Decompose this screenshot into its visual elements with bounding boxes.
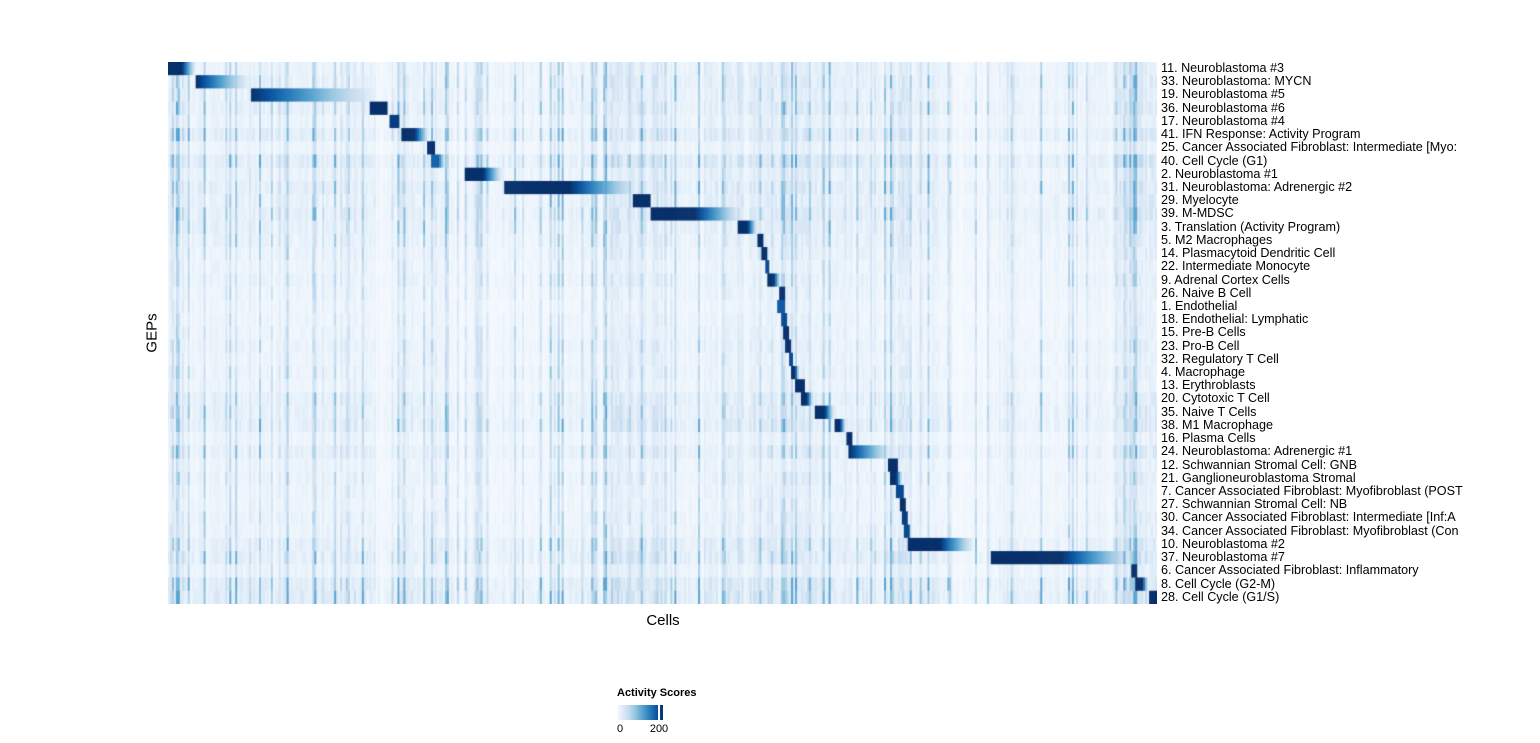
- legend-tick-min: 0: [616, 723, 624, 735]
- row-label: 30. Cancer Associated Fibroblast: Interm…: [1161, 510, 1456, 525]
- row-label: 16. Plasma Cells: [1161, 431, 1256, 446]
- row-label: 11. Neuroblastoma #3: [1161, 62, 1284, 75]
- row-label: 28. Cell Cycle (G1/S): [1161, 589, 1280, 604]
- row-label: 21. Ganglioneuroblastoma Stromal: [1161, 470, 1356, 485]
- row-label: 4. Macrophage: [1161, 365, 1246, 380]
- row-label: 26. Naive B Cell: [1161, 285, 1252, 300]
- row-label: 39. M-MDSC: [1161, 206, 1234, 221]
- legend-colorbar: [617, 705, 663, 720]
- row-label: 5. M2 Macrophages: [1161, 232, 1273, 247]
- row-label: 9. Adrenal Cortex Cells: [1161, 272, 1290, 287]
- row-label: 35. Naive T Cells: [1161, 404, 1257, 419]
- row-label: 25. Cancer Associated Fibroblast: Interm…: [1161, 140, 1458, 155]
- row-label: 12. Schwannian Stromal Cell: GNB: [1161, 457, 1357, 472]
- row-label: 13. Erythroblasts: [1161, 378, 1256, 393]
- legend-title: Activity Scores: [617, 687, 697, 699]
- x-axis-label: Cells: [646, 612, 680, 629]
- row-label: 19. Neuroblastoma #5: [1161, 87, 1285, 102]
- row-label: 2. Neuroblastoma #1: [1161, 166, 1278, 181]
- row-label: 23. Pro-B Cell: [1161, 338, 1240, 353]
- row-label: 8. Cell Cycle (G2-M): [1161, 576, 1276, 591]
- row-label: 3. Translation (Activity Program): [1161, 219, 1341, 234]
- row-label: 37. Neuroblastoma #7: [1161, 550, 1285, 565]
- row-label: 17. Neuroblastoma #4: [1161, 113, 1285, 128]
- row-label: 18. Endothelial: Lymphatic: [1161, 312, 1309, 327]
- row-label: 22. Intermediate Monocyte: [1161, 259, 1311, 274]
- row-label: 20. Cytotoxic T Cell: [1161, 391, 1270, 406]
- legend-tick-max: 200: [649, 723, 669, 735]
- row-label: 6. Cancer Associated Fibroblast: Inflamm…: [1161, 563, 1419, 578]
- legend: Activity Scores 0 200: [617, 687, 777, 743]
- row-label: 27. Schwannian Stromal Cell: NB: [1161, 497, 1348, 512]
- y-axis-label: GEPs: [143, 313, 161, 353]
- row-label: 7. Cancer Associated Fibroblast: Myofibr…: [1161, 484, 1463, 499]
- row-label: 40. Cell Cycle (G1): [1161, 153, 1268, 168]
- row-label: 32. Regulatory T Cell: [1161, 351, 1279, 366]
- row-label: 14. Plasmacytoid Dendritic Cell: [1161, 246, 1336, 261]
- row-label: 31. Neuroblastoma: Adrenergic #2: [1161, 179, 1353, 194]
- row-label: 29. Myelocyte: [1161, 193, 1239, 208]
- row-label: 34. Cancer Associated Fibroblast: Myofib…: [1161, 523, 1459, 538]
- row-label-column: 11. Neuroblastoma #3 33. Neuroblastoma: M…: [1161, 62, 1540, 605]
- row-label: 24. Neuroblastoma: Adrenergic #1: [1161, 444, 1353, 459]
- row-label: 1. Endothelial: [1161, 298, 1238, 313]
- row-label: 10. Neuroblastoma #2: [1161, 536, 1285, 551]
- row-label: 38. M1 Macrophage: [1161, 417, 1274, 432]
- heatmap-canvas: [168, 62, 1157, 604]
- row-label: 36. Neuroblastoma #6: [1161, 100, 1285, 115]
- row-label: 41. IFN Response: Activity Program: [1161, 127, 1361, 142]
- legend-tick-mark: [658, 705, 660, 720]
- row-label: 15. Pre-B Cells: [1161, 325, 1246, 340]
- row-label: 33. Neuroblastoma: MYCN: [1161, 74, 1312, 89]
